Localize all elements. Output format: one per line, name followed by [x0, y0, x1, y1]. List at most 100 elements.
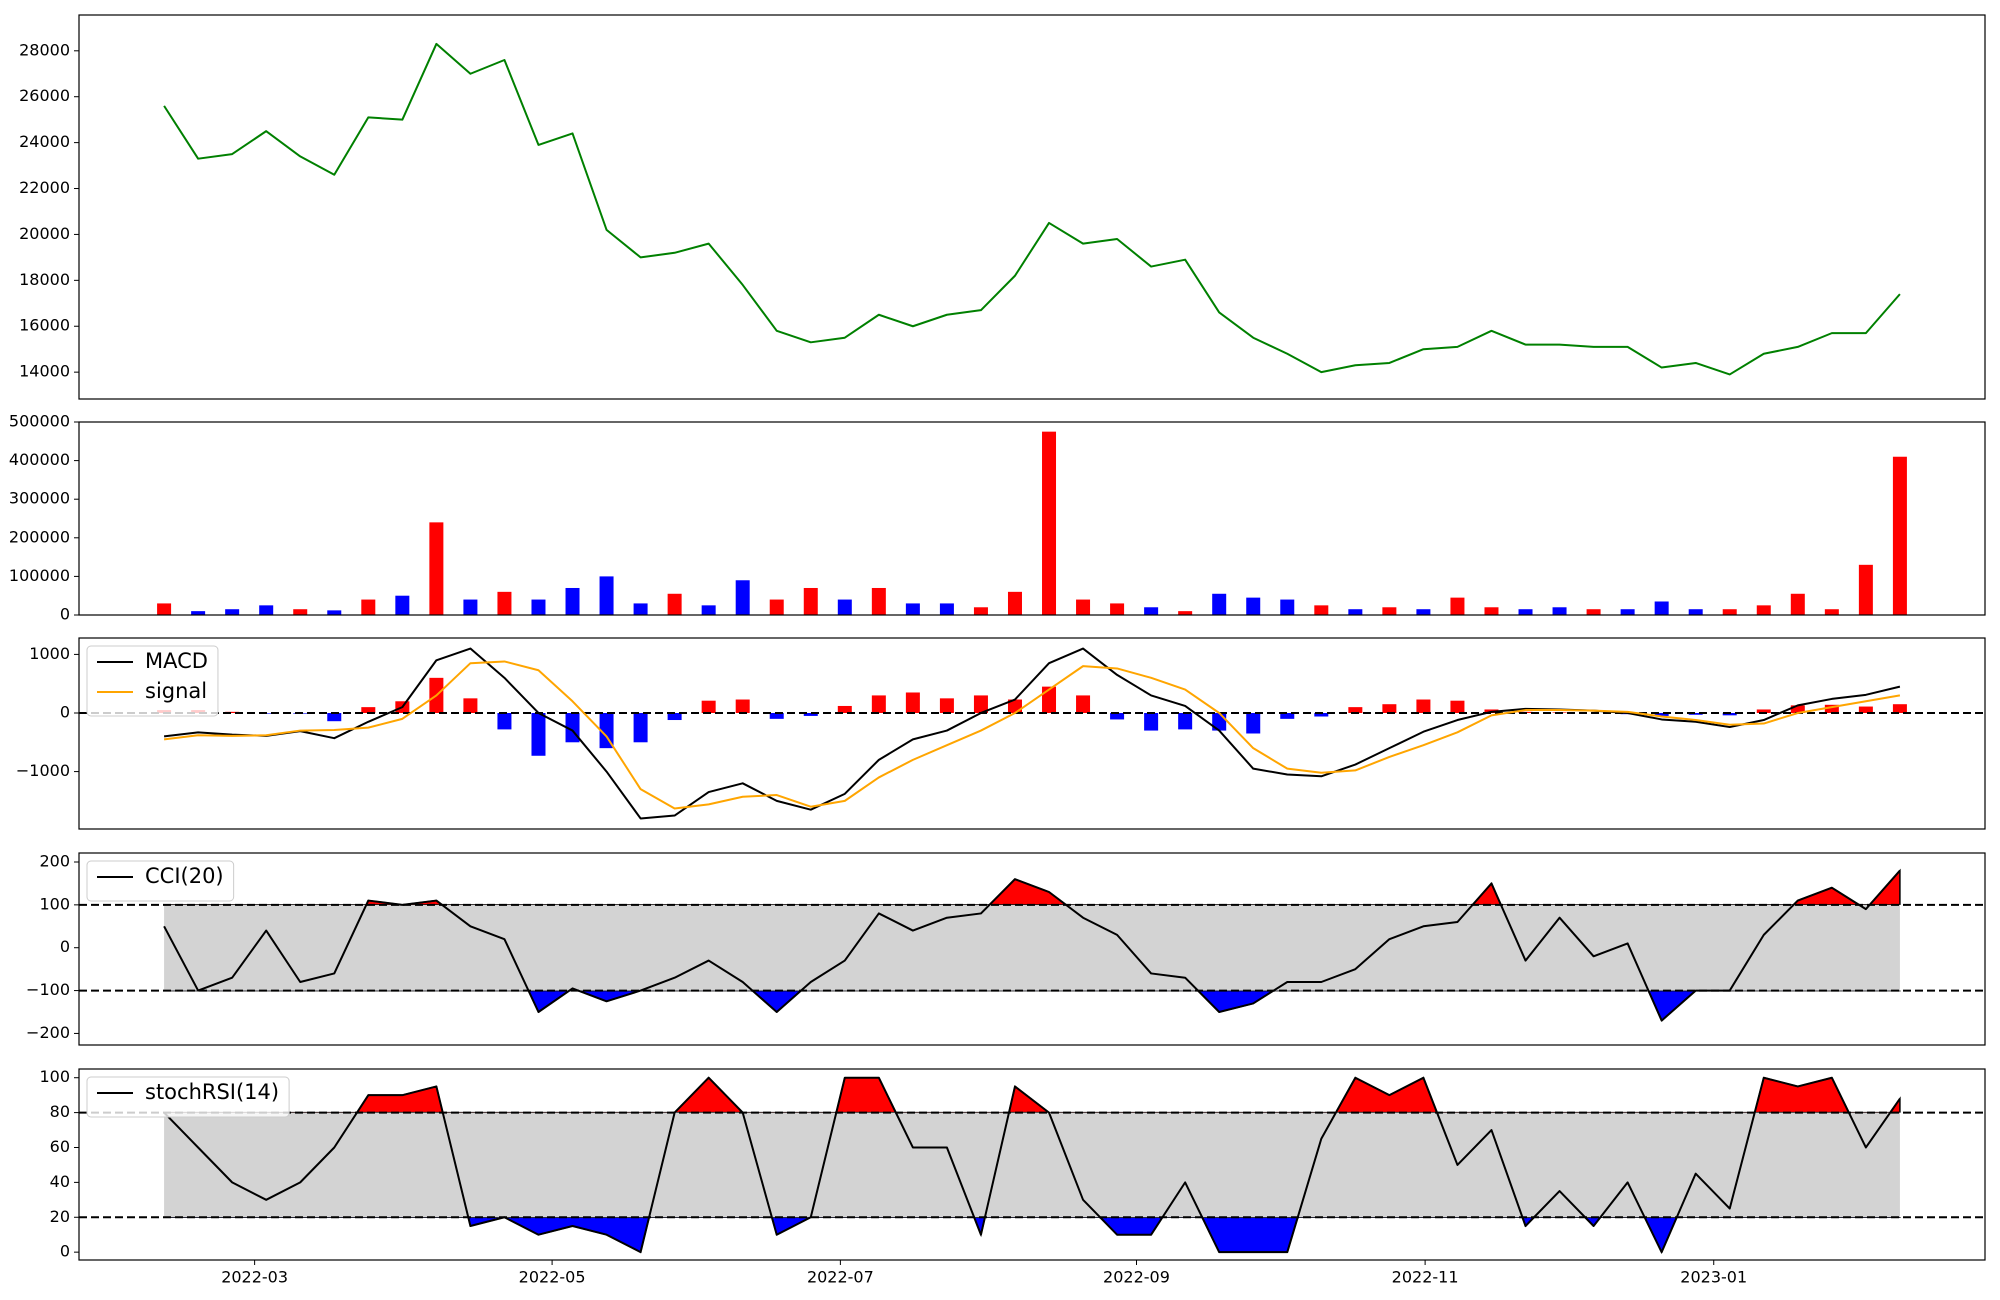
y-tick-label: 60	[50, 1137, 70, 1156]
panel-frame	[78, 852, 1986, 1046]
volume-bar	[599, 576, 614, 615]
x-tick-label: 2023-01	[1680, 1268, 1747, 1287]
y-tick-label: 1000	[29, 644, 70, 663]
histogram-bar	[1348, 707, 1363, 713]
histogram-bar	[803, 712, 818, 716]
histogram-bar	[1416, 699, 1431, 713]
histogram-bar	[1246, 712, 1261, 734]
histogram-bar	[599, 712, 614, 749]
volume-bar	[361, 599, 376, 615]
legend: stochRSI(14)	[86, 1076, 290, 1118]
volume-bar	[157, 603, 172, 615]
volume-bar	[531, 599, 546, 615]
volume-bar	[1144, 607, 1159, 615]
panel	[79, 1076, 1985, 1254]
overbought-fill	[163, 868, 1901, 905]
volume-bar	[1416, 609, 1431, 615]
histogram-bar	[905, 692, 920, 713]
series-line	[163, 869, 1901, 1022]
volume-bar	[1484, 607, 1499, 615]
volume-bar	[293, 609, 308, 615]
panel	[163, 42, 1901, 376]
volume-bar	[429, 522, 444, 615]
volume-bar	[259, 605, 274, 615]
histogram-bar	[1790, 705, 1805, 713]
y-tick-label: 0	[60, 937, 70, 956]
volume-bar	[871, 587, 886, 615]
legend-box	[86, 645, 219, 717]
histogram-bar	[1042, 686, 1057, 713]
panel-frame	[78, 14, 1986, 400]
y-tick-label: 500000	[9, 412, 70, 431]
volume-bar	[1790, 593, 1805, 615]
histogram-bar	[1688, 712, 1703, 715]
histogram-bar	[531, 712, 546, 756]
histogram-bar	[837, 705, 852, 713]
volume-bar	[1212, 593, 1227, 615]
histogram-bar	[1654, 712, 1669, 716]
y-tick-label: 300000	[9, 489, 70, 508]
volume-bar	[633, 603, 648, 615]
volume-bar	[463, 599, 478, 615]
volume-bar	[1756, 605, 1771, 615]
volume-bar	[667, 593, 682, 615]
y-tick-label: 0	[60, 605, 70, 624]
volume-bar	[1110, 603, 1125, 615]
legend-label: CCI(20)	[145, 864, 224, 888]
histogram-bar	[1858, 706, 1873, 713]
y-tick-label: 400000	[9, 450, 70, 469]
volume-bar	[1824, 609, 1839, 615]
y-tick-label: 20000	[19, 224, 70, 243]
panel-frame	[78, 637, 1986, 830]
volume-bar	[905, 603, 920, 615]
legend-label: signal	[145, 679, 207, 703]
volume-bar	[1178, 611, 1193, 615]
panel-frame	[78, 1068, 1986, 1261]
x-tick-label: 2022-03	[221, 1268, 288, 1287]
histogram-bar	[1756, 709, 1771, 713]
histogram-bar	[361, 707, 376, 713]
legend-box	[86, 860, 235, 902]
y-tick-label: 16000	[19, 316, 70, 335]
series-line	[163, 660, 1901, 810]
volume-bar	[1722, 609, 1737, 615]
volume-bar	[1518, 609, 1533, 615]
y-tick-label: 14000	[19, 362, 70, 381]
histogram-bar	[1824, 704, 1839, 713]
volume-bar	[1450, 597, 1465, 615]
volume-bar	[701, 605, 716, 615]
volume-bar	[191, 611, 206, 615]
y-tick-label: 80	[50, 1102, 70, 1121]
volume-bar	[1348, 609, 1363, 615]
y-tick-label: 26000	[19, 86, 70, 105]
y-tick-label: 200000	[9, 527, 70, 546]
volume-bar	[327, 610, 342, 615]
volume-bar	[225, 609, 240, 615]
histogram-bar	[497, 712, 512, 730]
volume-bar	[939, 603, 954, 615]
legend-box	[86, 1076, 290, 1118]
volume-bar	[803, 587, 818, 615]
histogram-bar	[225, 711, 240, 713]
histogram-bar	[1280, 712, 1295, 719]
histogram-bar	[327, 712, 342, 722]
panel	[157, 431, 1907, 615]
volume-bar	[973, 607, 988, 615]
histogram-bar	[1382, 704, 1397, 713]
volume-bar	[1314, 605, 1329, 615]
histogram-bar	[701, 700, 716, 713]
y-tick-label: 20	[50, 1207, 70, 1226]
histogram-bar	[1178, 712, 1193, 730]
histogram-bar	[735, 699, 750, 713]
y-tick-label: 40	[50, 1172, 70, 1191]
histogram-bar	[1110, 712, 1125, 720]
histogram-bar	[1314, 712, 1329, 717]
legend-label: MACD	[145, 649, 208, 673]
series-line	[163, 1076, 1901, 1254]
volume-bar	[837, 599, 852, 615]
volume-bar	[497, 591, 512, 615]
legend-label: stochRSI(14)	[145, 1080, 279, 1104]
y-tick-label: 200	[39, 852, 70, 871]
volume-bar	[1552, 607, 1567, 615]
x-tick-label: 2022-11	[1392, 1268, 1459, 1287]
